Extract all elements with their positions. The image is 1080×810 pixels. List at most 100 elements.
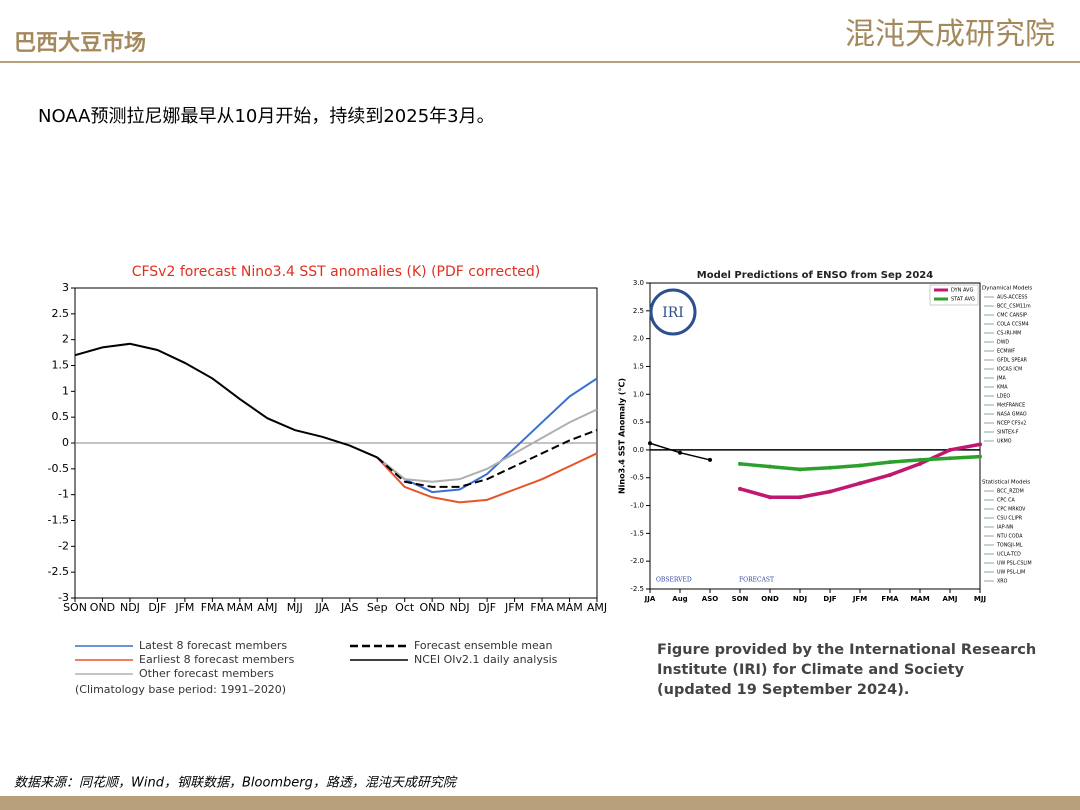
legend-label: DWD — [997, 340, 1009, 346]
legend-label: DYN AVG — [951, 288, 973, 294]
x-tick-label: ASO — [702, 595, 718, 603]
x-tick-label: MAM — [910, 595, 929, 603]
note: (Climatology base period: 1991–2020) — [75, 683, 286, 696]
x-tick-label: FMA — [201, 601, 225, 614]
series-point — [678, 450, 682, 455]
y-tick-label: 0 — [62, 436, 69, 449]
x-tick-label: MJJ — [974, 595, 986, 603]
series-line — [376, 408, 598, 483]
x-tick-label: JFM — [174, 601, 194, 614]
legend-heading: Dynamical Models — [982, 286, 1032, 292]
legend-label: UKMO — [997, 439, 1012, 445]
x-tick-label: JFM — [852, 595, 867, 603]
annotation: FORECAST — [739, 577, 774, 584]
legend-label: GFDL SPEAR — [997, 358, 1028, 364]
series-point — [888, 472, 892, 477]
x-tick-label: MJJ — [287, 601, 303, 614]
chart-title: Model Predictions of ENSO from Sep 2024 — [697, 270, 933, 281]
x-tick-label: Aug — [672, 595, 687, 603]
y-tick-label: 1.5 — [633, 362, 644, 370]
caption: Institute (IRI) for Climate and Society — [657, 662, 965, 678]
series-line — [74, 342, 378, 459]
series-line — [376, 377, 598, 494]
legend-label: BCC_RZDM — [997, 489, 1024, 495]
legend-label: Latest 8 forecast members — [139, 639, 287, 652]
legend-label: IAP-NN — [997, 525, 1014, 531]
y-tick-label: 3.0 — [633, 279, 644, 287]
y-tick-label: 2.5 — [633, 307, 644, 315]
series-point — [768, 495, 772, 500]
x-tick-label: NDJ — [793, 595, 807, 603]
y-tick-label: -0.5 — [630, 474, 644, 482]
x-tick-label: NDJ — [450, 601, 470, 614]
y-tick-label: 2.0 — [633, 335, 644, 343]
logo-ring — [649, 288, 697, 336]
x-tick-label: MAM — [227, 601, 254, 614]
y-tick-label: 0.0 — [633, 446, 644, 454]
legend-heading: Statistical Models — [982, 480, 1030, 486]
caption: (updated 19 September 2024). — [657, 682, 909, 698]
series-point — [828, 489, 832, 494]
legend-label: NTU CODA — [997, 534, 1023, 540]
legend-label: CS-IRI-MM — [997, 331, 1021, 337]
x-tick-label: OND — [761, 595, 779, 603]
x-tick-label: JFM — [504, 601, 524, 614]
legend-label: MetFRANCE — [997, 403, 1025, 409]
series-point — [768, 464, 772, 469]
legend-label: NCEP CFSv2 — [997, 421, 1026, 427]
y-tick-label: 1.5 — [52, 359, 70, 372]
legend-label: COLA CCSM4 — [997, 322, 1029, 328]
legend-label: UW PSL-LIM — [997, 570, 1025, 576]
series-point — [918, 461, 922, 466]
chart-title: CFSv2 forecast Nino3.4 SST anomalies (K)… — [132, 264, 541, 280]
y-tick-label: -1.5 — [48, 514, 69, 527]
subtitle: NOAA预测拉尼娜最早从10月开始，持续到2025年3月。 — [38, 106, 495, 127]
legend-label: ECMWF — [997, 349, 1015, 355]
slide-title: 巴西大豆市场 — [14, 30, 146, 56]
source: 数据来源：同花顺，Wind，钢联数据，Bloomberg，路透，混沌天成研究院 — [14, 775, 458, 791]
legend-label: CPC CA — [997, 498, 1015, 504]
x-tick-label: FMA — [881, 595, 899, 603]
y-tick-label: -2.5 — [48, 565, 69, 578]
y-tick-label: 1.0 — [633, 390, 644, 398]
series-point — [708, 457, 712, 462]
x-tick-label: Sep — [367, 601, 388, 614]
y-tick-label: -2.0 — [630, 557, 644, 565]
y-tick-label: -1 — [58, 488, 69, 501]
legend-label: Other forecast members — [139, 667, 274, 680]
series-point — [858, 481, 862, 486]
y-tick-label: 2.5 — [52, 307, 70, 320]
x-tick-label: JAS — [340, 601, 359, 614]
series-point — [798, 467, 802, 472]
legend-label: CPC MRKOV — [997, 507, 1026, 513]
caption: Figure provided by the International Res… — [657, 642, 1036, 658]
x-tick-label: AMJ — [257, 601, 277, 614]
logo: IRI — [662, 305, 684, 321]
legend-label: JMA — [996, 376, 1007, 382]
series-point — [948, 447, 952, 452]
legend-label: Forecast ensemble mean — [414, 639, 553, 652]
y-tick-label: -2 — [58, 539, 69, 552]
x-tick-label: AMJ — [587, 601, 607, 614]
series-line — [376, 429, 598, 488]
x-tick-label: DJF — [148, 601, 166, 614]
legend-label: LDEO — [997, 394, 1010, 400]
series-point — [828, 465, 832, 470]
annotation: OBSERVED — [656, 577, 692, 584]
x-tick-label: FMA — [530, 601, 554, 614]
legend-label: Earliest 8 forecast members — [139, 653, 295, 666]
legend-label: NCEI OIv2.1 daily analysis — [414, 653, 558, 666]
legend-label: NASA GMAO — [997, 412, 1027, 418]
x-tick-label: NDJ — [120, 601, 140, 614]
y-tick-label: -0.5 — [48, 462, 69, 475]
y-tick-label: 3 — [62, 281, 69, 294]
legend-label: XRO — [997, 579, 1008, 585]
y-tick-label: -1.5 — [630, 529, 644, 537]
x-tick-label: JJA — [314, 601, 329, 614]
y-tick-label: 2 — [62, 333, 69, 346]
x-tick-label: AMJ — [943, 595, 958, 603]
legend-label: IOCAS ICM — [997, 367, 1022, 373]
series-point — [798, 495, 802, 500]
x-tick-label: DJF — [478, 601, 496, 614]
series-point — [978, 454, 982, 459]
